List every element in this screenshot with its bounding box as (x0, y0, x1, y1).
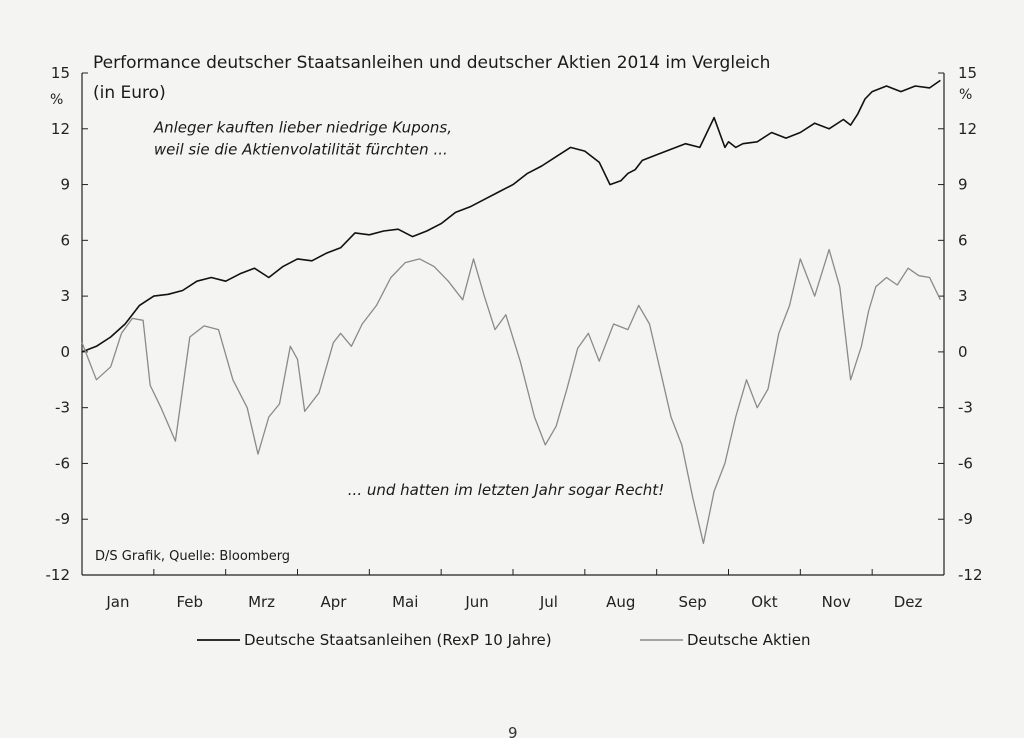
x-tick-label: Feb (176, 593, 203, 611)
y-tick-label-right: 9 (958, 176, 968, 194)
x-tick-label: Jul (539, 593, 558, 611)
y-tick-label-right: -3 (958, 399, 973, 417)
y-tick-label-left: 6 (60, 231, 70, 249)
x-tick-label: Jun (464, 593, 488, 611)
annotation-text: Anleger kauften lieber niedrige Kupons, (153, 118, 452, 136)
ticks: 15 15 12 12 9 9 6 6 3 3 0 0 -3 -3 -6 -6 -9 -9 -12 -12 Jan Feb… (46, 64, 983, 611)
series-line-aktien (81, 248, 941, 545)
y-tick-label-right: 15 (958, 64, 977, 82)
y-tick-label-right: 0 (958, 343, 968, 361)
y-tick-label-left: 9 (60, 176, 70, 194)
x-tick-label: Mai (392, 593, 418, 611)
y-tick-label-left: 3 (60, 287, 70, 305)
source-note: D/S Grafik, Quelle: Bloomberg (95, 549, 290, 564)
legend: Deutsche Staatsanleihen (RexP 10 Jahre) D… (197, 631, 810, 649)
y-tick-label-right: -6 (958, 454, 973, 472)
y-tick-label-left: -3 (55, 399, 70, 417)
y-tick-label-left: 15 (51, 64, 70, 82)
annotation-text: weil sie die Aktienvolatilität fürchten … (154, 140, 448, 158)
y-tick-label-left: -9 (55, 510, 70, 528)
chart-title: Performance deutscher Staatsanleihen und… (93, 53, 770, 73)
y-unit-left: % (50, 92, 63, 108)
y-tick-label-right: 6 (958, 231, 968, 249)
annotation-text: ... und hatten im letzten Jahr sogar Rec… (348, 481, 664, 499)
y-tick-label-left: -12 (46, 566, 71, 584)
x-tick-label: Nov (822, 593, 851, 611)
x-tick-label: Apr (320, 593, 347, 611)
y-tick-label-left: -6 (55, 454, 70, 472)
series-lines (81, 79, 941, 545)
y-tick-label-left: 12 (51, 120, 70, 138)
x-tick-label: Aug (606, 593, 635, 611)
annotations: Anleger kauften lieber niedrige Kupons, w… (153, 118, 664, 499)
x-tick-label: Okt (751, 593, 777, 611)
legend-label: Deutsche Aktien (687, 631, 810, 649)
chart-subtitle: (in Euro) (93, 83, 166, 103)
x-tick-label: Mrz (248, 593, 275, 611)
y-tick-label-right: -12 (958, 566, 983, 584)
y-unit-right: % (959, 87, 972, 103)
y-tick-label-left: 0 (60, 343, 70, 361)
page-number: 9 (508, 724, 518, 738)
y-tick-label-right: -9 (958, 510, 973, 528)
x-tick-label: Dez (894, 593, 923, 611)
x-tick-label: Jan (105, 593, 129, 611)
x-tick-label: Sep (678, 593, 706, 611)
y-tick-label-right: 12 (958, 120, 977, 138)
y-tick-label-right: 3 (958, 287, 968, 305)
series-line-staatsanleihen (81, 79, 941, 353)
legend-label: Deutsche Staatsanleihen (RexP 10 Jahre) (244, 631, 552, 649)
